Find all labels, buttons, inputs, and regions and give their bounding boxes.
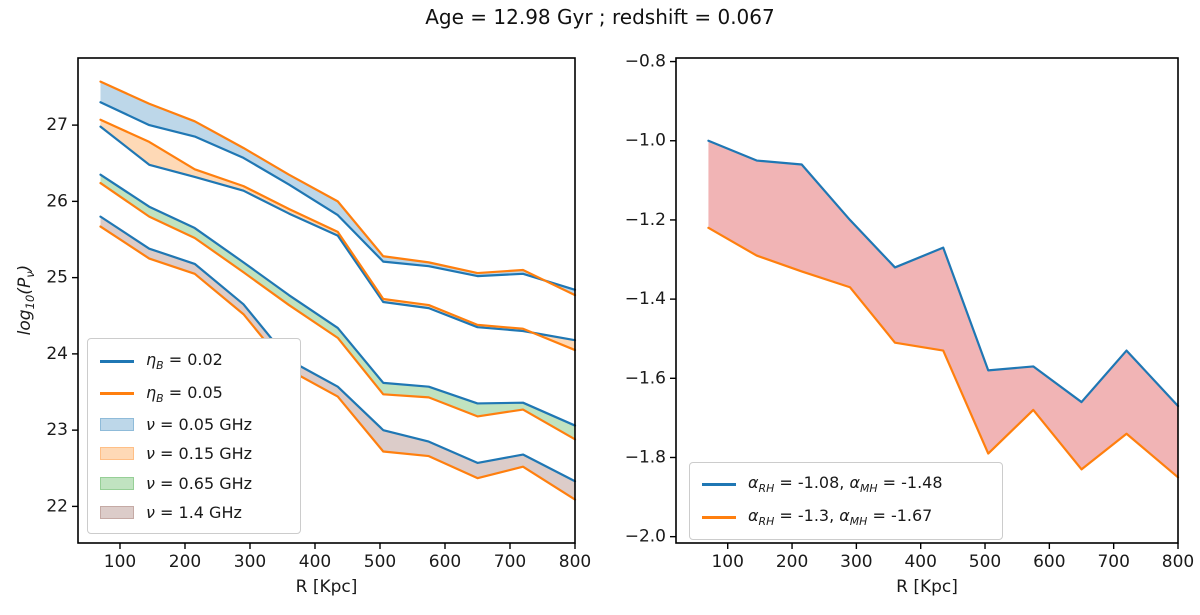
- x-tick-label: 800: [559, 552, 591, 572]
- y-tick-label: 23: [46, 420, 68, 440]
- y-tick-label: −2.0: [625, 527, 666, 547]
- x-tick-label: 300: [840, 552, 872, 572]
- left-plot-legend: ηB = 0.02 ηB = 0.05 ν = 0.05 GHz ν = 0.15 G…: [87, 338, 301, 534]
- x-tick-label: 300: [234, 552, 266, 572]
- blue-line-swatch: [100, 359, 134, 363]
- 0.15-ghz-patch-swatch: [100, 447, 134, 461]
- y-tick-label: 22: [46, 496, 68, 516]
- x-tick-label: 700: [1097, 552, 1129, 572]
- x-tick-label: 100: [711, 552, 743, 572]
- spectral-index-band-fill: [708, 140, 1178, 478]
- legend-label: ηB = 0.05: [146, 382, 223, 405]
- right-plot-legend: αRH = -1.08, αMH = -1.48 αRH = -1.3, αMH …: [689, 462, 1003, 540]
- y-tick-label: 24: [46, 344, 68, 364]
- left-plot-xlabel: R [Kpc]: [295, 577, 358, 597]
- x-tick-label: 600: [1033, 552, 1065, 572]
- 0.65-ghz-blue-line: [99, 173, 577, 427]
- legend-entry: ν = 0.05 GHz: [100, 415, 288, 434]
- 0.65-ghz-orange-line: [99, 181, 577, 441]
- x-tick-label: 700: [494, 552, 526, 572]
- 0.15-ghz-orange-line: [99, 118, 577, 352]
- axes-frame: [77, 57, 576, 544]
- legend-entry: ν = 0.15 GHz: [100, 444, 288, 463]
- y-tick-label: −1.4: [625, 289, 666, 309]
- 0.05-ghz-patch-swatch: [100, 418, 134, 432]
- x-tick-label: 500: [364, 552, 396, 572]
- y-tick-label: 25: [46, 268, 68, 288]
- y-tick-label: −1.2: [625, 210, 666, 230]
- y-tick-label: 26: [46, 191, 68, 211]
- x-tick-label: 200: [776, 552, 808, 572]
- legend-entry: ηB = 0.02: [100, 350, 288, 372]
- 1.4-ghz-fill: [100, 216, 576, 500]
- x-tick-label: 400: [299, 552, 331, 572]
- x-tick-label: 800: [1162, 552, 1194, 572]
- x-tick-label: 500: [969, 552, 1001, 572]
- legend-entry: ν = 1.4 GHz: [100, 503, 288, 522]
- legend-label: ηB = 0.02: [146, 350, 223, 373]
- spectral-index-band-blue-line: [707, 139, 1180, 408]
- legend-label: ν = 1.4 GHz: [146, 502, 242, 522]
- 1.4-ghz-patch-swatch: [100, 505, 134, 519]
- legend-label: ν = 0.65 GHz: [146, 473, 253, 493]
- 1.4-ghz-orange-line: [99, 225, 577, 501]
- orange-line-swatch: [100, 392, 134, 395]
- x-tick-label: 400: [904, 552, 936, 572]
- y-tick-label: −0.8: [625, 52, 666, 72]
- legend-label: ν = 0.15 GHz: [146, 444, 253, 464]
- right-plot-xlabel: R [Kpc]: [896, 577, 958, 597]
- y-tick-label: −1.8: [625, 447, 666, 467]
- x-tick-label: 600: [429, 552, 461, 572]
- left-plot: 100 200 300 400 500 600 700 800 22 23 24 25 26 27: [46, 57, 591, 572]
- axes-frame: [675, 57, 1179, 544]
- legend-entry: ηB = 0.05: [100, 383, 288, 405]
- legend-entry: αRH = -1.08, αMH = -1.48: [702, 473, 990, 496]
- legend-entry: αRH = -1.3, αMH = -1.67: [702, 506, 990, 529]
- left-plot-ylabel: log10(Pν): [14, 264, 38, 336]
- 0.15-ghz-blue-line: [99, 125, 577, 342]
- 0.05-ghz-orange-line: [99, 80, 577, 297]
- orange-line-swatch: [702, 516, 736, 519]
- 0.05-ghz-blue-line: [99, 101, 577, 291]
- figure-title: Age = 12.98 Gyr ; redshift = 0.067: [425, 5, 775, 29]
- legend-label: αRH = -1.08, αMH = -1.48: [748, 473, 943, 496]
- 0.65-ghz-patch-swatch: [100, 476, 134, 490]
- legend-label: ν = 0.05 GHz: [146, 415, 253, 435]
- legend-label: αRH = -1.3, αMH = -1.67: [748, 506, 933, 529]
- x-tick-label: 100: [104, 552, 136, 572]
- y-tick-label: −1.0: [625, 131, 666, 151]
- 1.4-ghz-blue-line: [99, 215, 577, 483]
- x-tick-label: 200: [169, 552, 201, 572]
- right-plot: 100 200 300 400 500 600 700 800 −0.8 −1.0 −1.2 −1.4…: [625, 52, 1195, 572]
- spectral-index-band-orange-line: [707, 226, 1180, 479]
- y-tick-label: −1.6: [625, 368, 666, 388]
- y-tick-label: 27: [46, 115, 68, 135]
- blue-line-swatch: [702, 483, 736, 486]
- legend-entry: ν = 0.65 GHz: [100, 474, 288, 493]
